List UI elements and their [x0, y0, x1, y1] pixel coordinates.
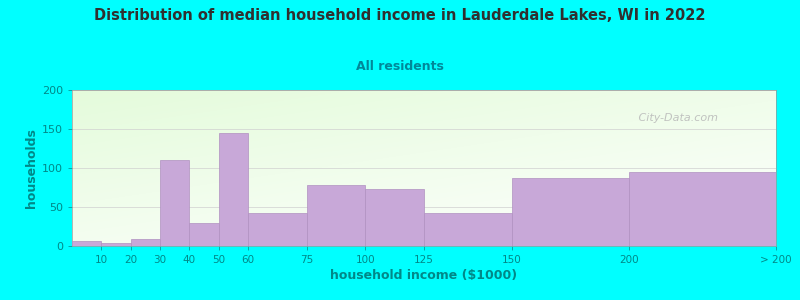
Bar: [160, 160, 190, 246]
Bar: [630, 172, 776, 246]
Bar: [130, 239, 160, 246]
X-axis label: household income ($1000): household income ($1000): [330, 269, 518, 282]
Bar: [102, 243, 130, 246]
Text: City-Data.com: City-Data.com: [635, 113, 718, 123]
Y-axis label: households: households: [25, 128, 38, 208]
Bar: [512, 178, 630, 246]
Bar: [366, 189, 424, 246]
Bar: [190, 223, 218, 246]
Bar: [72, 241, 102, 246]
Text: All residents: All residents: [356, 60, 444, 73]
Bar: [218, 133, 248, 246]
Bar: [248, 213, 306, 246]
Text: Distribution of median household income in Lauderdale Lakes, WI in 2022: Distribution of median household income …: [94, 8, 706, 22]
Bar: [306, 185, 366, 246]
Bar: [424, 213, 512, 246]
